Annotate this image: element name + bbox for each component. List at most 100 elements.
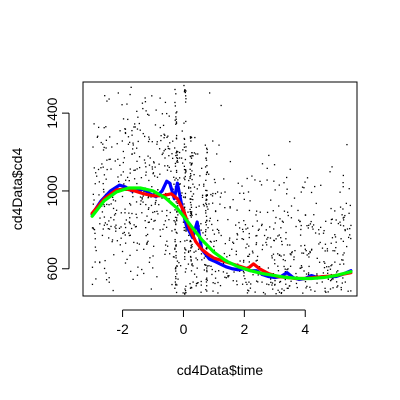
data-point bbox=[129, 234, 131, 236]
data-point bbox=[195, 250, 197, 252]
data-point bbox=[224, 276, 226, 278]
data-point bbox=[314, 185, 316, 188]
data-point bbox=[309, 223, 312, 225]
data-point bbox=[174, 88, 176, 91]
data-point bbox=[266, 238, 268, 240]
data-point bbox=[103, 216, 106, 218]
data-point bbox=[166, 136, 168, 139]
data-point bbox=[113, 219, 115, 221]
data-point bbox=[289, 253, 291, 255]
series-line-1 bbox=[90, 179, 353, 282]
data-point bbox=[307, 227, 309, 229]
data-point bbox=[342, 240, 345, 243]
data-point bbox=[92, 227, 94, 229]
data-point bbox=[302, 252, 305, 254]
y-tick-label: 1000 bbox=[44, 175, 60, 206]
x-tick-label: 4 bbox=[301, 321, 309, 337]
data-point bbox=[235, 250, 237, 252]
data-point bbox=[341, 214, 343, 216]
data-point bbox=[241, 238, 243, 240]
data-point bbox=[233, 271, 235, 273]
data-point bbox=[184, 248, 186, 250]
data-point bbox=[159, 235, 162, 237]
data-point bbox=[205, 204, 208, 206]
data-point bbox=[189, 283, 191, 285]
data-point bbox=[175, 201, 177, 203]
data-point bbox=[200, 280, 202, 283]
data-point bbox=[267, 236, 269, 239]
data-point bbox=[227, 276, 229, 278]
data-point bbox=[127, 118, 129, 121]
data-point bbox=[299, 267, 301, 269]
data-point bbox=[335, 281, 338, 283]
data-point bbox=[211, 268, 213, 271]
data-point bbox=[239, 270, 241, 272]
data-point bbox=[211, 273, 213, 276]
data-point bbox=[278, 205, 280, 207]
data-point bbox=[349, 204, 351, 207]
data-point bbox=[266, 167, 268, 170]
data-point bbox=[185, 98, 187, 100]
data-point bbox=[146, 215, 148, 217]
data-point bbox=[274, 283, 276, 286]
data-point bbox=[312, 228, 314, 230]
data-point bbox=[213, 249, 215, 251]
data-point bbox=[192, 281, 194, 283]
data-point bbox=[190, 155, 192, 158]
data-point bbox=[188, 187, 190, 189]
data-point bbox=[287, 287, 289, 289]
data-point bbox=[254, 179, 256, 181]
data-point bbox=[248, 245, 250, 247]
data-point bbox=[257, 274, 259, 276]
data-point bbox=[260, 184, 263, 186]
data-point bbox=[174, 165, 177, 167]
data-point bbox=[330, 222, 332, 224]
data-point bbox=[314, 232, 317, 234]
data-point bbox=[185, 291, 187, 294]
data-point bbox=[270, 246, 272, 248]
data-point bbox=[251, 250, 254, 252]
data-point bbox=[196, 259, 199, 261]
data-point bbox=[210, 241, 212, 243]
data-point bbox=[239, 260, 241, 262]
data-point bbox=[146, 241, 148, 244]
data-point bbox=[113, 214, 116, 216]
data-point bbox=[277, 235, 279, 237]
data-point bbox=[289, 168, 291, 170]
data-point bbox=[132, 195, 134, 198]
data-point bbox=[124, 242, 127, 244]
data-point bbox=[156, 141, 158, 143]
data-point bbox=[166, 112, 168, 115]
data-point bbox=[206, 267, 208, 269]
data-point bbox=[184, 240, 186, 242]
data-point bbox=[153, 245, 155, 247]
data-point bbox=[142, 107, 144, 110]
data-point bbox=[304, 281, 307, 283]
data-point bbox=[189, 210, 191, 213]
data-point bbox=[331, 166, 333, 168]
data-point bbox=[278, 254, 281, 257]
data-point bbox=[281, 240, 283, 243]
data-point bbox=[258, 228, 260, 230]
data-point bbox=[295, 225, 297, 228]
data-point bbox=[159, 229, 161, 231]
data-point bbox=[174, 240, 176, 243]
data-point bbox=[131, 129, 133, 132]
data-point bbox=[183, 91, 186, 93]
data-point bbox=[146, 233, 149, 236]
data-point bbox=[167, 135, 169, 137]
data-point bbox=[200, 253, 203, 255]
data-point bbox=[131, 212, 133, 215]
x-axis-label: cd4Data$time bbox=[177, 362, 264, 378]
data-point bbox=[273, 164, 276, 166]
data-point bbox=[205, 264, 207, 266]
data-point bbox=[130, 270, 132, 273]
data-point bbox=[282, 258, 284, 261]
data-point bbox=[236, 232, 238, 235]
data-point bbox=[161, 197, 163, 199]
data-point bbox=[163, 133, 165, 135]
data-point bbox=[325, 220, 327, 222]
data-point bbox=[289, 140, 291, 143]
data-point bbox=[124, 128, 126, 130]
data-point bbox=[341, 259, 343, 261]
